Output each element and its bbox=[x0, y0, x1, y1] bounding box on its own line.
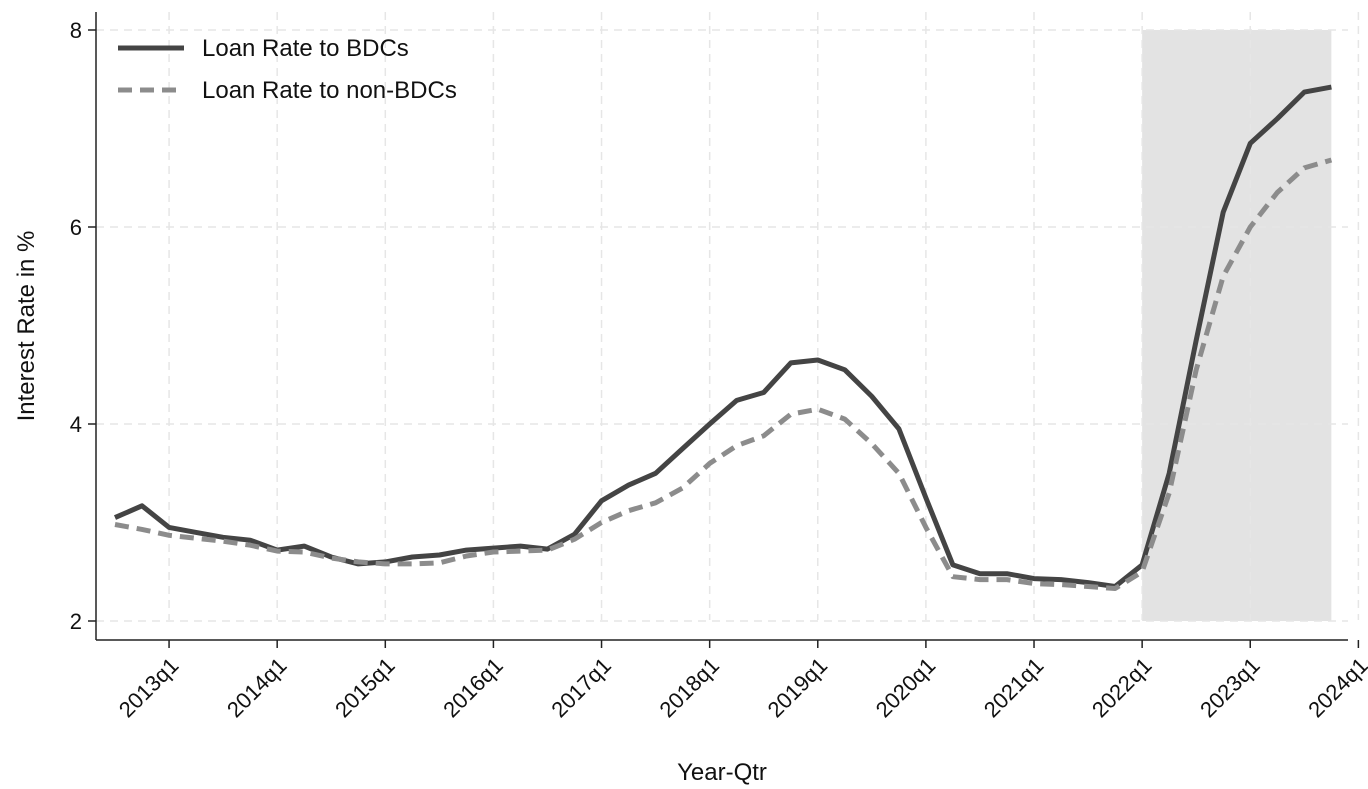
shaded-period bbox=[1142, 30, 1332, 621]
axes bbox=[88, 12, 1360, 648]
grid-lines bbox=[96, 12, 1360, 622]
x-tick-label: 2023q1 bbox=[1195, 653, 1265, 723]
y-tick-label: 6 bbox=[70, 215, 82, 240]
series-lines bbox=[113, 84, 1333, 591]
x-tick-label: 2019q1 bbox=[763, 653, 833, 723]
series-line-nonbdc bbox=[114, 157, 1333, 591]
legend-label-nonbdc: Loan Rate to non-BDCs bbox=[202, 77, 457, 104]
x-tick-label: 2013q1 bbox=[114, 653, 184, 723]
x-tick-label: 2014q1 bbox=[222, 653, 292, 723]
x-tick-label: 2024q1 bbox=[1303, 653, 1368, 723]
x-tick-label: 2018q1 bbox=[654, 653, 724, 723]
x-tick-label: 2021q1 bbox=[979, 653, 1049, 723]
x-tick-label: 2015q1 bbox=[330, 653, 400, 723]
y-tick-label: 2 bbox=[70, 609, 82, 634]
series-line-bdc bbox=[113, 84, 1332, 589]
x-tick-label: 2022q1 bbox=[1087, 653, 1157, 723]
x-axis-title: Year-Qtr bbox=[677, 759, 767, 786]
y-axis-title: Interest Rate in % bbox=[13, 231, 40, 422]
legend: Loan Rate to BDCs Loan Rate to non-BDCs bbox=[118, 35, 457, 104]
y-tick-label: 8 bbox=[70, 18, 82, 43]
x-tick-label: 2016q1 bbox=[438, 653, 508, 723]
x-tick-label: 2020q1 bbox=[871, 653, 941, 723]
y-tick-label: 4 bbox=[70, 412, 82, 437]
legend-label-bdc: Loan Rate to BDCs bbox=[202, 35, 409, 62]
x-tick-label: 2017q1 bbox=[546, 653, 616, 723]
